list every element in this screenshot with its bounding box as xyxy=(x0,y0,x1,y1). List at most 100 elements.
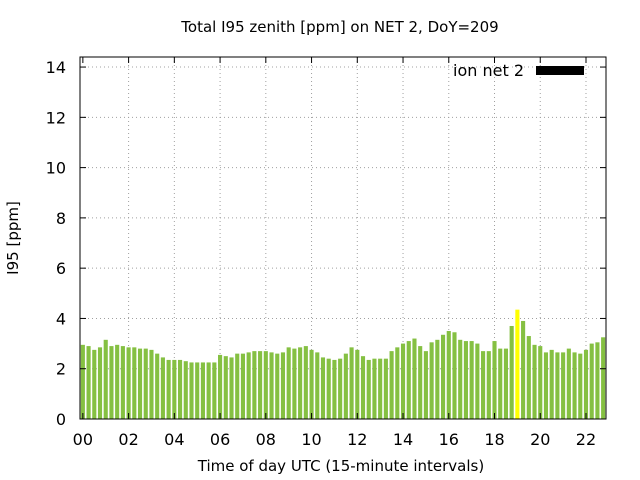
chart-title: Total I95 zenith [ppm] on NET 2, DoY=209 xyxy=(180,18,498,36)
x-tick-label: 20 xyxy=(530,430,550,449)
legend-swatch xyxy=(536,66,584,75)
x-tick-label: 12 xyxy=(347,430,367,449)
bar xyxy=(120,346,125,419)
bar xyxy=(538,346,543,419)
x-tick-label: 08 xyxy=(256,430,276,449)
legend-label: ion net 2 xyxy=(453,61,524,80)
bar xyxy=(195,362,200,419)
bar xyxy=(601,337,606,419)
y-tick-label: 0 xyxy=(56,410,66,429)
bar xyxy=(229,357,234,419)
bar xyxy=(532,344,537,419)
grid-lines xyxy=(80,57,606,419)
bar xyxy=(240,353,246,419)
bar xyxy=(143,348,148,419)
bar xyxy=(212,362,217,419)
bar xyxy=(206,362,211,419)
bar xyxy=(92,349,97,419)
bar xyxy=(440,334,446,419)
bar xyxy=(400,343,406,419)
bar-highlighted xyxy=(515,309,520,419)
bar xyxy=(218,354,223,419)
y-axis-label: I95 [ppm] xyxy=(4,201,22,275)
bar xyxy=(309,349,314,419)
x-tick-label: 14 xyxy=(393,430,413,449)
bar xyxy=(349,347,354,419)
bar xyxy=(275,353,280,419)
bar xyxy=(463,341,468,419)
bar xyxy=(355,349,360,419)
bar xyxy=(578,353,583,419)
x-tick-label: 06 xyxy=(210,430,230,449)
bar xyxy=(435,339,440,419)
x-axis-ticks: 00 02 04 06 08 10 12 14 16 18 20 22 xyxy=(73,57,596,449)
x-tick-label: 22 xyxy=(576,430,596,449)
bar xyxy=(383,358,388,419)
bar xyxy=(258,351,263,419)
bar xyxy=(223,356,228,419)
bar xyxy=(200,362,205,419)
bar xyxy=(372,358,377,419)
x-tick-label: 10 xyxy=(301,430,321,449)
bar xyxy=(115,344,120,419)
x-tick-label: 04 xyxy=(164,430,184,449)
bar xyxy=(389,351,394,419)
y-tick-label: 8 xyxy=(56,209,66,228)
bar xyxy=(149,349,154,419)
bar xyxy=(366,359,371,419)
bar xyxy=(109,346,114,419)
bar xyxy=(269,352,274,419)
bar xyxy=(526,336,531,419)
bar xyxy=(155,353,160,419)
plot-frame xyxy=(79,56,607,420)
bar xyxy=(498,348,503,419)
bar xyxy=(543,352,549,419)
bar xyxy=(486,351,491,419)
bar xyxy=(97,347,103,419)
bar xyxy=(566,348,571,419)
bar xyxy=(469,341,474,419)
bar xyxy=(332,359,337,419)
bar xyxy=(80,344,85,419)
bar xyxy=(549,349,554,419)
bar xyxy=(423,351,428,419)
bar xyxy=(343,353,348,419)
bar xyxy=(86,346,91,419)
bar xyxy=(572,352,577,419)
bar xyxy=(177,359,183,419)
bar xyxy=(521,320,526,419)
bar xyxy=(126,347,131,419)
bar xyxy=(395,347,400,419)
bar xyxy=(509,325,514,419)
bar xyxy=(492,341,497,419)
bar xyxy=(452,332,457,419)
x-tick-label: 16 xyxy=(439,430,459,449)
y-tick-label: 4 xyxy=(56,309,66,328)
bar xyxy=(446,331,451,419)
bar xyxy=(458,339,463,419)
bar xyxy=(172,359,177,419)
bar xyxy=(137,348,143,419)
bar xyxy=(280,352,286,419)
y-axis-ticks: 0 2 4 6 8 10 12 14 xyxy=(46,58,606,429)
bar xyxy=(263,351,268,419)
bar xyxy=(303,346,308,419)
bar xyxy=(418,346,423,419)
bar xyxy=(595,342,600,419)
y-tick-label: 14 xyxy=(46,58,66,77)
bar xyxy=(298,347,303,419)
x-tick-label: 02 xyxy=(118,430,138,449)
bar xyxy=(412,338,417,419)
bar xyxy=(475,343,480,419)
y-tick-label: 12 xyxy=(46,108,66,127)
bar xyxy=(561,352,566,419)
bar xyxy=(555,352,560,419)
bar xyxy=(183,361,188,419)
bar xyxy=(429,342,434,419)
bar xyxy=(360,356,366,419)
bar xyxy=(315,352,320,419)
x-tick-label: 00 xyxy=(73,430,93,449)
bar xyxy=(481,351,486,419)
bar xyxy=(292,348,297,419)
